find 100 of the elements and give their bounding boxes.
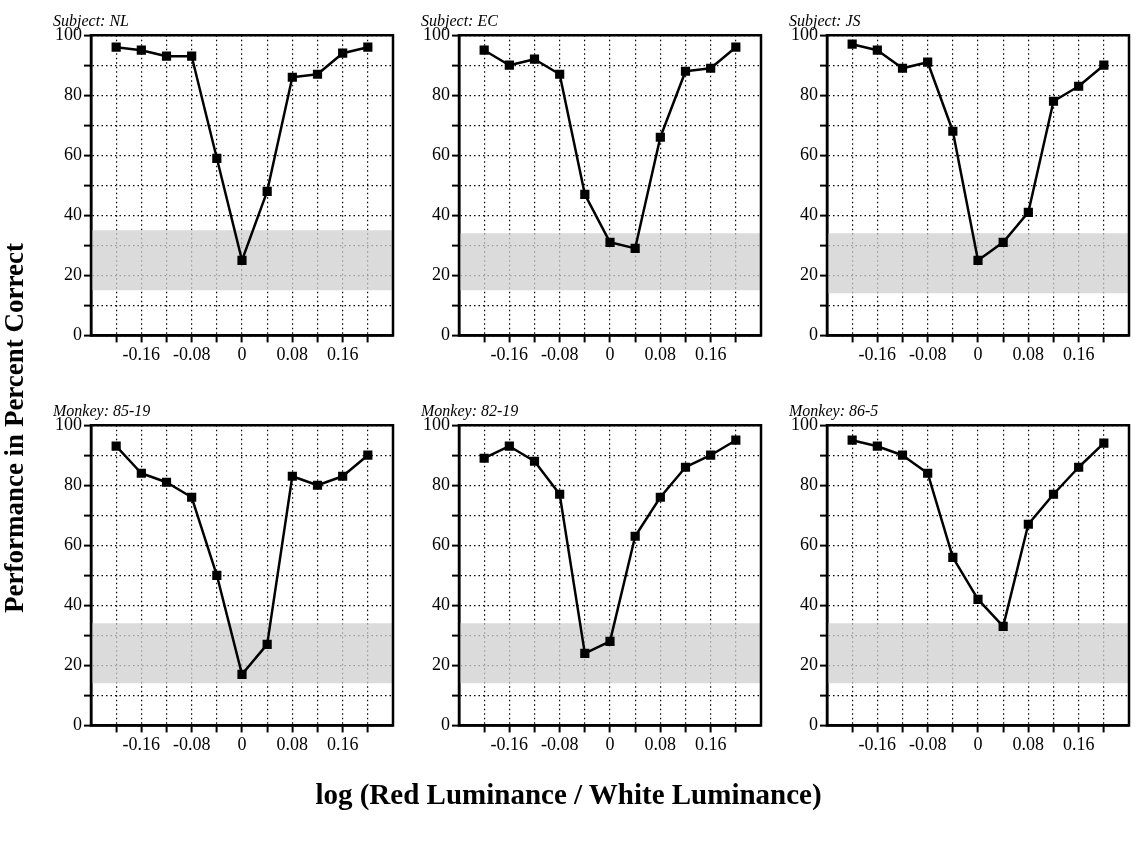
point [212, 153, 222, 163]
point [948, 126, 958, 136]
y-tick-label: 0 [809, 714, 818, 735]
y-tick-label: 20 [432, 264, 450, 285]
x-tick-label: 0.16 [326, 733, 359, 754]
point [136, 468, 146, 478]
point [1023, 207, 1033, 217]
point [897, 450, 908, 460]
point [923, 468, 933, 478]
y-tick-label: 0 [809, 324, 818, 345]
y-tick-label: 0 [441, 714, 450, 735]
point [1023, 519, 1033, 529]
point [529, 456, 540, 466]
x-tick-label: 0 [237, 343, 247, 364]
point [262, 186, 272, 196]
x-tick-label: -0.08 [540, 343, 579, 364]
y-tick-label: 80 [432, 473, 450, 494]
x-tick-label: 0 [973, 343, 983, 364]
x-tick-label: 0.16 [694, 733, 727, 754]
point [706, 450, 716, 460]
y-tick-label: 40 [64, 204, 82, 225]
x-tick-label: -0.08 [540, 733, 579, 754]
x-tick-label: -0.16 [858, 343, 897, 364]
point [973, 255, 983, 265]
point [136, 45, 146, 55]
point [923, 57, 933, 67]
x-tick-label: 0.08 [644, 343, 677, 364]
y-tick-label: 40 [432, 204, 450, 225]
x-tick-label: -0.08 [172, 343, 211, 364]
y-tick-label: 80 [64, 83, 82, 104]
point [1099, 438, 1109, 448]
point [731, 435, 741, 445]
x-tick-label: 0.16 [694, 343, 727, 364]
y-tick-label: 40 [64, 594, 82, 615]
x-tick-label: -0.08 [908, 733, 947, 754]
point [680, 462, 691, 472]
point [580, 648, 590, 658]
x-tick-label: 0 [605, 343, 615, 364]
point [998, 621, 1008, 631]
point [312, 69, 323, 79]
x-tick-label: 0.08 [1012, 343, 1045, 364]
y-tick-label: 0 [441, 324, 450, 345]
y-tick-label: 80 [800, 473, 818, 494]
point [1048, 489, 1059, 499]
y-tick-label: 40 [800, 594, 818, 615]
x-tick-label: -0.16 [858, 733, 897, 754]
point [872, 45, 882, 55]
y-tick-label: 40 [800, 204, 818, 225]
point [262, 639, 272, 649]
y-tick-label: 60 [64, 534, 82, 555]
point [338, 48, 348, 58]
point [187, 492, 197, 502]
x-tick-label: 0 [605, 733, 615, 754]
point [706, 63, 716, 73]
y-tick-label: 60 [800, 144, 818, 165]
x-tick-label: -0.16 [490, 343, 529, 364]
point [948, 552, 958, 562]
point [872, 441, 882, 451]
y-tick-label: 60 [800, 534, 818, 555]
y-tick-label: 20 [64, 654, 82, 675]
x-tick-label: 0.08 [276, 733, 309, 754]
point [680, 66, 691, 76]
x-tick-label: -0.16 [122, 343, 161, 364]
x-tick-label: 0 [973, 733, 983, 754]
point [161, 51, 172, 61]
point [237, 255, 247, 265]
x-tick-label: 0.08 [1012, 733, 1045, 754]
point [212, 570, 222, 580]
point [312, 480, 323, 490]
x-tick-label: 0.08 [644, 733, 677, 754]
point [479, 453, 489, 463]
point [161, 477, 172, 487]
point [605, 636, 615, 646]
y-tick-label: 20 [800, 654, 818, 675]
x-tick-label: -0.16 [490, 733, 529, 754]
y-tick-label: 60 [64, 144, 82, 165]
x-tick-label: 0.08 [276, 343, 309, 364]
x-tick-label: -0.16 [122, 733, 161, 754]
y-tick-label: 80 [64, 473, 82, 494]
point [580, 189, 590, 199]
point [187, 51, 197, 61]
point [655, 132, 665, 142]
point [1074, 81, 1084, 91]
y-axis-title: Performance in Percent Correct [0, 242, 30, 614]
point [655, 492, 665, 502]
y-tick-label: 40 [432, 594, 450, 615]
y-tick-label: 80 [432, 83, 450, 104]
y-tick-label: 0 [73, 324, 82, 345]
point [111, 42, 121, 52]
point [897, 63, 908, 73]
point [529, 54, 540, 64]
point [504, 441, 514, 451]
point [1099, 60, 1109, 70]
point [555, 69, 565, 79]
point [998, 237, 1008, 247]
point [605, 237, 615, 247]
point [479, 45, 489, 55]
point [1048, 96, 1059, 106]
x-tick-label: 0.16 [1062, 343, 1095, 364]
point [731, 42, 741, 52]
